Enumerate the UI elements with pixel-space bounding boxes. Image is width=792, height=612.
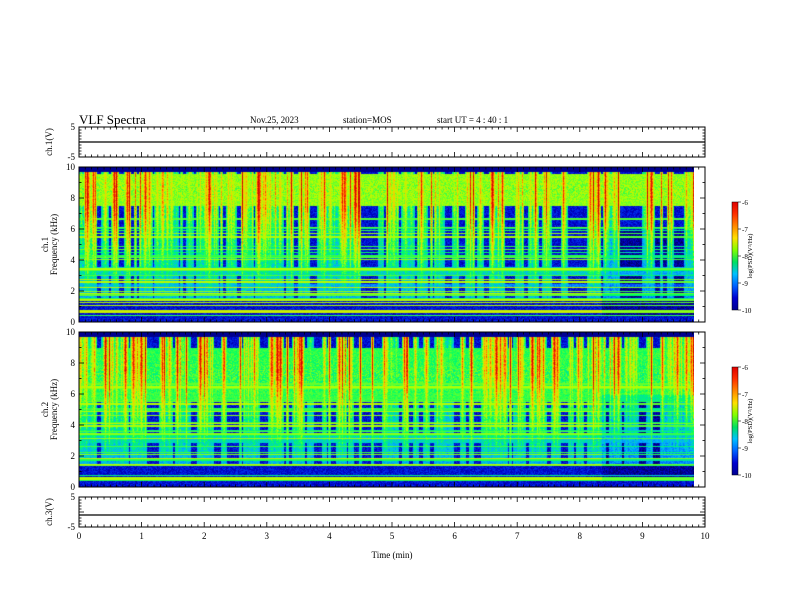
x-tick-label: 8 [578, 531, 583, 541]
ch2-spectrogram-colorbar-tick-label: -8 [742, 418, 748, 426]
ch1-spectrogram-ylabel: ch.1 [40, 237, 50, 252]
ch2-spectrogram-ytick-label: 6 [71, 389, 76, 399]
start-ut-label: start UT = 4 : 40 : 1 [437, 115, 509, 125]
x-tick-label: 0 [77, 531, 82, 541]
ch1-spectrogram-ytick-label: 10 [66, 162, 76, 172]
x-tick-label: 4 [327, 531, 332, 541]
ch1-waveform-ytick-label: -5 [68, 152, 76, 162]
ch1-waveform-ytick-label: 5 [71, 122, 76, 132]
x-tick-label: 1 [139, 531, 144, 541]
ch1-spectrogram-colorbar-tick-label: -8 [742, 253, 748, 261]
ch2-spectrogram-ytick-label: 8 [71, 358, 76, 368]
x-tick-label: 2 [202, 531, 207, 541]
ch2-spectrogram-ylabel: ch.2 [40, 402, 50, 417]
ch2-spectrogram-colorbar [731, 366, 739, 476]
ch1-spectrogram-ytick-label: 8 [71, 193, 76, 203]
ch2-spectrogram-ytick-label: 10 [66, 327, 76, 337]
ch2-spectrogram-colorbar-tick-label: -10 [742, 472, 752, 480]
ch1-spectrogram-colorbar-tick-label: -6 [742, 199, 748, 207]
station-label: station=MOS [343, 115, 392, 125]
ch3-waveform-ytick-label: -5 [68, 522, 76, 532]
ch1-spectrogram-ylabel: Frequency (kHz) [49, 214, 59, 275]
ch1-spectrogram-ytick-label: 2 [71, 286, 76, 296]
ch2-spectrogram-colorbar-label: log(PSD)(V²/Hz) [747, 399, 754, 444]
ch1-spectrogram-colorbar-tick-label: -10 [742, 307, 752, 315]
ch3-waveform-ytick-label: 5 [71, 492, 76, 502]
ch1-spectrogram-ytick-label: 6 [71, 224, 76, 234]
x-tick-label: 7 [515, 531, 520, 541]
ch1-spectrogram-image [79, 167, 694, 322]
ch2-spectrogram-colorbar-tick-label: -6 [742, 364, 748, 372]
ch2-spectrogram-colorbar-tick-label: -9 [742, 445, 748, 453]
ch2-spectrogram-ytick-label: 2 [71, 451, 76, 461]
ch1-spectrogram-colorbar-label: log(PSD)(V²/Hz) [747, 234, 754, 279]
x-tick-label: 6 [452, 531, 457, 541]
ch1-spectrogram-colorbar-tick-label: -9 [742, 280, 748, 288]
ch1-spectrogram-ytick-label: 0 [71, 317, 76, 327]
ch2-spectrogram-colorbar-tick-label: -7 [742, 391, 748, 399]
ch1-spectrogram-colorbar-tick-label: -7 [742, 226, 748, 234]
x-tick-label: 9 [640, 531, 645, 541]
ch3-waveform-ylabel: ch.3(V) [44, 498, 54, 526]
ch1-waveform-ylabel: ch.1(V) [44, 128, 54, 156]
ch2-spectrogram-ytick-label: 4 [71, 420, 76, 430]
date-label: Nov.25, 2023 [250, 115, 299, 125]
x-tick-label: 3 [265, 531, 270, 541]
ch2-spectrogram-image [79, 332, 694, 487]
ch1-spectrogram-colorbar [731, 201, 739, 311]
x-tick-label: 5 [390, 531, 395, 541]
ch1-spectrogram-ytick-label: 4 [71, 255, 76, 265]
x-axis-label: Time (min) [372, 550, 413, 560]
ch2-spectrogram-ylabel: Frequency (kHz) [49, 379, 59, 440]
figure-title: VLF Spectra [79, 112, 146, 127]
ch2-spectrogram-ytick-label: 0 [71, 482, 76, 492]
x-tick-label: 10 [701, 531, 711, 541]
